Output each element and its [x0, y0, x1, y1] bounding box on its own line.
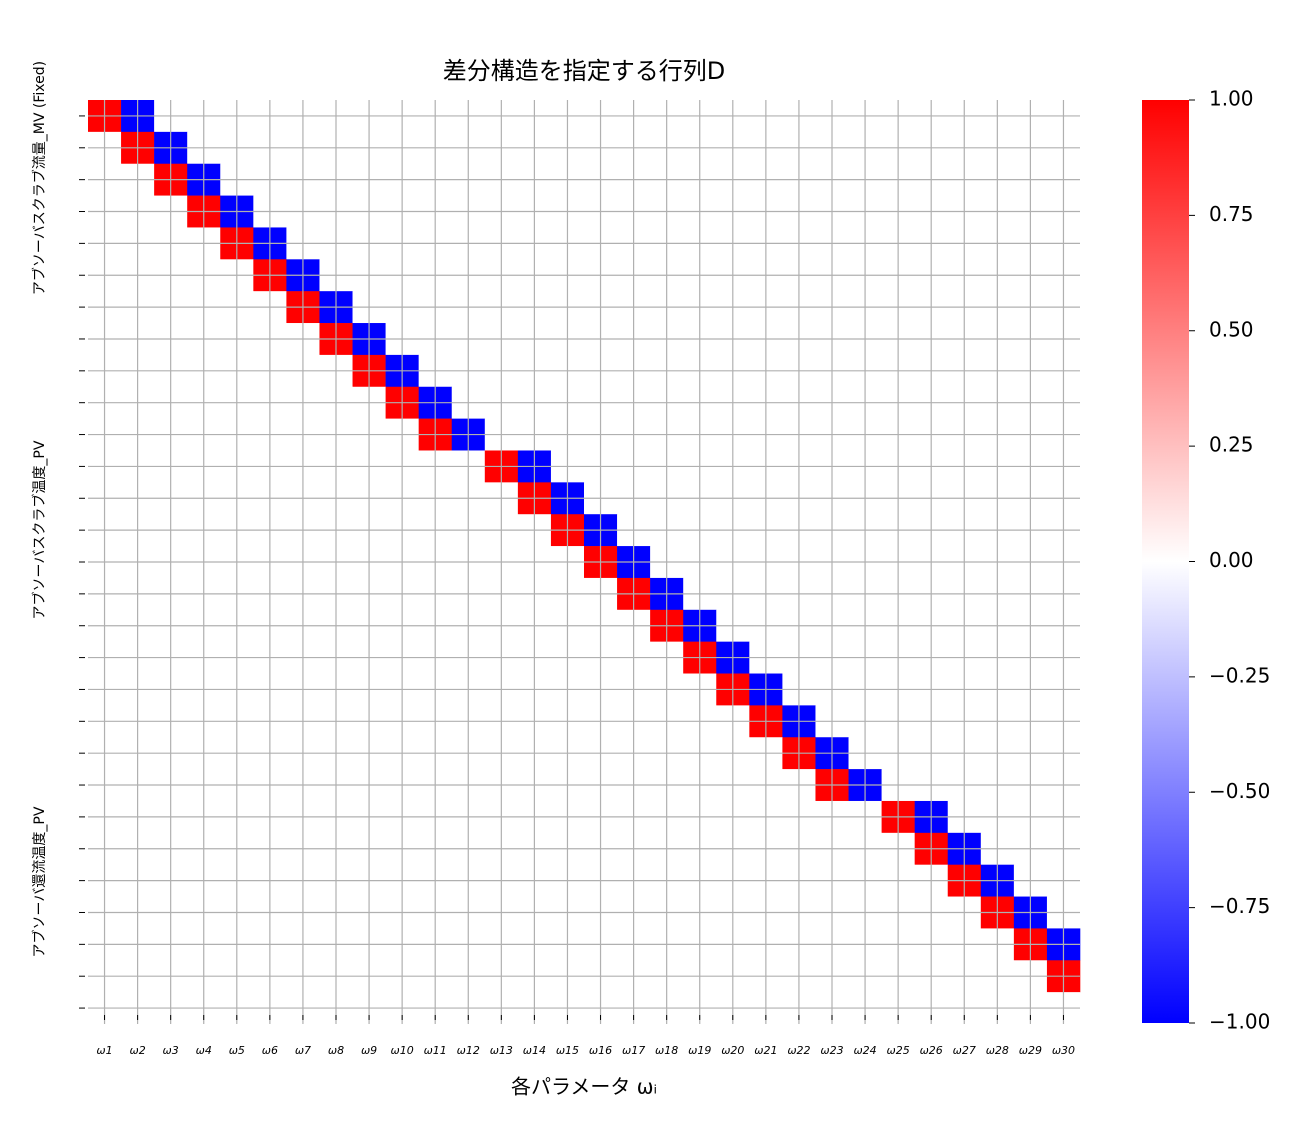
x-tick-label: ω27 [953, 1044, 976, 1057]
x-tick-label: ω5 [229, 1044, 245, 1057]
colorbar-tick-label: −0.50 [1209, 779, 1270, 803]
x-tick-label: ω7 [295, 1044, 311, 1057]
colorbar-tick-label: −0.25 [1209, 663, 1270, 687]
colorbar-tick-label: 0.25 [1209, 433, 1254, 457]
x-tick-label: ω8 [328, 1044, 344, 1057]
x-tick-label: ω1 [96, 1044, 112, 1057]
x-tick-label: ω17 [622, 1044, 645, 1057]
x-tick-label: ω28 [986, 1044, 1009, 1057]
y-group-label: アブソーバスクラブ温度_PV [31, 440, 48, 619]
colorbar-tick-label: 0.75 [1209, 202, 1254, 226]
x-tick-label: ω24 [853, 1044, 876, 1057]
colorbar-tick-label: −1.00 [1209, 1010, 1270, 1034]
x-tick-label: ω30 [1052, 1044, 1075, 1057]
x-tick-label: ω20 [721, 1044, 744, 1057]
x-tick-label: ω12 [457, 1044, 480, 1057]
x-axis-label: 各パラメータ ωᵢ [511, 1075, 657, 1099]
x-tick-label: ω18 [655, 1044, 678, 1057]
colorbar-tick-label: 0.00 [1209, 548, 1254, 572]
x-tick-label: ω29 [1019, 1044, 1042, 1057]
chart-title: 差分構造を指定する行列D [443, 57, 725, 85]
x-tick-label: ω21 [754, 1044, 777, 1057]
x-tick-label: ω14 [523, 1044, 546, 1057]
y-group-label: アブソーバスクラブ流量_MV (Fixed) [31, 61, 48, 295]
x-tick-label: ω6 [262, 1044, 278, 1057]
colorbar-tick-label: 0.50 [1209, 317, 1254, 341]
colorbar-tick-label: −0.75 [1209, 894, 1270, 918]
x-tick-label: ω19 [688, 1044, 711, 1057]
x-tick-label: ω2 [129, 1044, 145, 1057]
x-tick-label: ω25 [887, 1044, 910, 1057]
colorbar [1142, 100, 1189, 1023]
x-tick-label: ω22 [787, 1044, 810, 1057]
x-tick-label: ω4 [196, 1044, 212, 1057]
x-tick-label: ω10 [391, 1044, 414, 1057]
x-tick-label: ω23 [820, 1044, 843, 1057]
x-tick-label: ω16 [589, 1044, 612, 1057]
colorbar-tick-label: 1.00 [1209, 87, 1254, 111]
y-group-label: アブソーバ還流温度_PV [31, 806, 48, 957]
x-tick-label: ω9 [361, 1044, 377, 1057]
x-tick-label: ω15 [556, 1044, 579, 1057]
x-tick-label: ω26 [920, 1044, 943, 1057]
x-tick-label: ω11 [424, 1044, 447, 1057]
x-tick-label: ω3 [163, 1044, 179, 1057]
x-tick-label: ω13 [490, 1044, 513, 1057]
